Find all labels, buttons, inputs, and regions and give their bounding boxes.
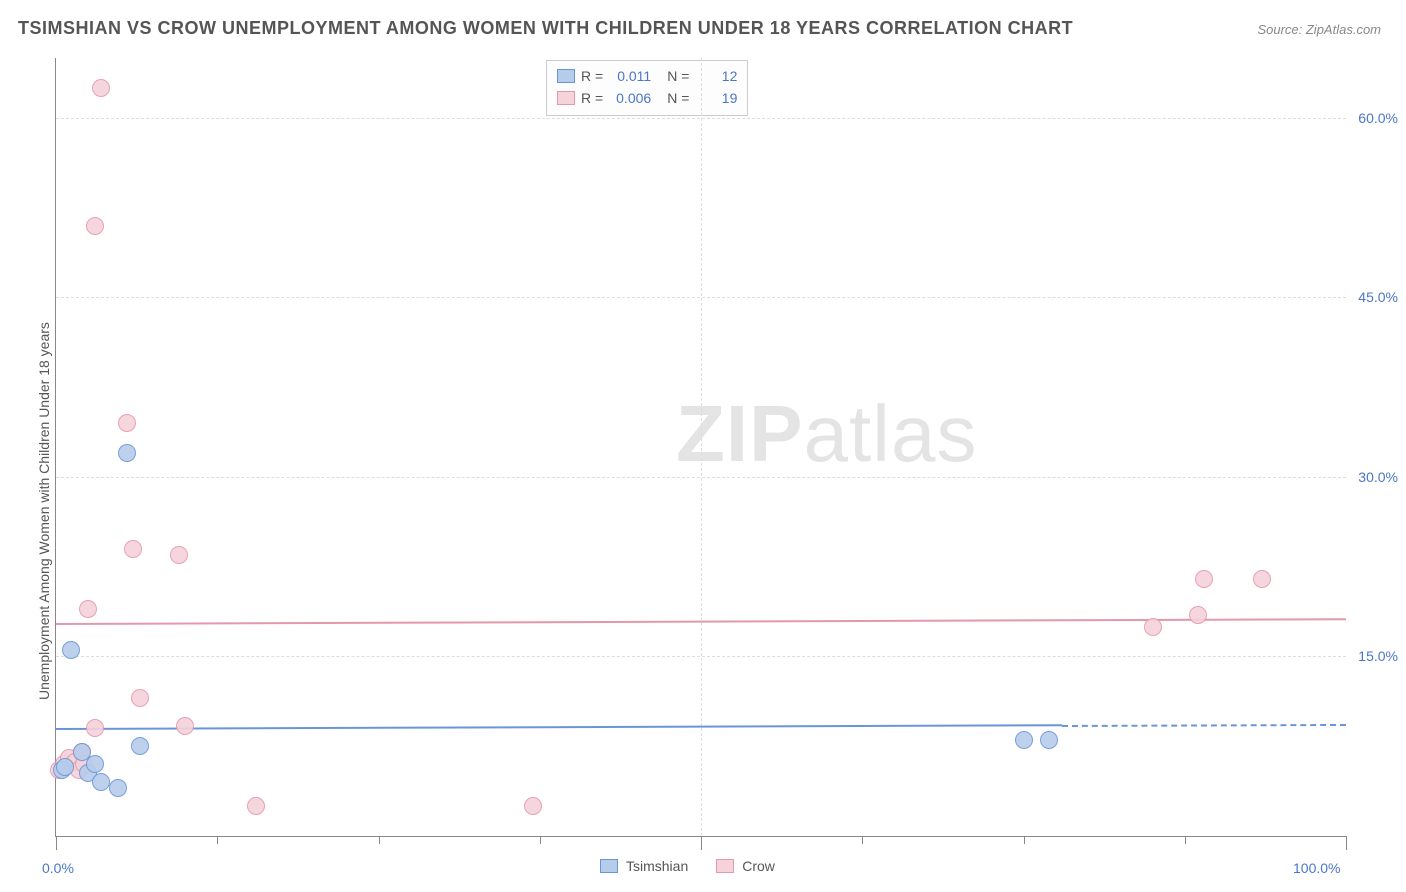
legend-top-row: R =0.006N =19: [557, 87, 737, 109]
data-point-crow: [524, 797, 542, 815]
x-tick-label-max: 100.0%: [1293, 860, 1340, 876]
data-point-tsimshian: [73, 743, 91, 761]
legend-series-label: Crow: [742, 858, 775, 874]
data-point-tsimshian: [92, 773, 110, 791]
data-point-crow: [1189, 606, 1207, 624]
trendline-tsimshian: [56, 725, 1062, 731]
data-point-crow: [1253, 570, 1271, 588]
watermark-light: atlas: [803, 389, 977, 478]
data-point-crow: [86, 719, 104, 737]
legend-r-value: 0.011: [609, 65, 651, 87]
legend-swatch: [557, 69, 575, 83]
gridline-v: [701, 58, 702, 836]
data-point-tsimshian: [1015, 731, 1033, 749]
legend-top-row: R =0.011N =12: [557, 65, 737, 87]
data-point-crow: [92, 79, 110, 97]
legend-n-label: N =: [667, 65, 689, 87]
x-tick: [379, 836, 380, 844]
data-point-crow: [86, 217, 104, 235]
x-tick: [1185, 836, 1186, 844]
data-point-tsimshian: [109, 779, 127, 797]
legend-r-label: R =: [581, 65, 603, 87]
y-tick-label-15: 15.0%: [1350, 648, 1398, 664]
watermark: ZIPatlas: [676, 388, 977, 480]
legend-n-label: N =: [667, 87, 689, 109]
legend-swatch: [600, 859, 618, 873]
x-tick: [1346, 836, 1347, 850]
chart-plot-area: ZIPatlas R =0.011N =12R =0.006N =19: [55, 58, 1346, 837]
legend-r-value: 0.006: [609, 87, 651, 109]
data-point-crow: [1195, 570, 1213, 588]
legend-top: R =0.011N =12R =0.006N =19: [546, 60, 748, 116]
legend-bottom: Tsimshian Crow: [600, 858, 775, 874]
data-point-crow: [176, 717, 194, 735]
trendline-dash-tsimshian: [1062, 723, 1346, 726]
x-tick: [540, 836, 541, 844]
data-point-tsimshian: [56, 758, 74, 776]
x-tick: [701, 836, 702, 850]
data-point-crow: [170, 546, 188, 564]
data-point-crow: [79, 600, 97, 618]
x-tick: [862, 836, 863, 844]
data-point-tsimshian: [1040, 731, 1058, 749]
legend-swatch: [716, 859, 734, 873]
legend-bottom-item: Crow: [716, 858, 775, 874]
data-point-crow: [124, 540, 142, 558]
x-tick-label-min: 0.0%: [42, 860, 74, 876]
watermark-bold: ZIP: [676, 389, 803, 478]
y-axis-label: Unemployment Among Women with Children U…: [36, 322, 52, 700]
x-tick: [1024, 836, 1025, 844]
x-tick: [56, 836, 57, 850]
data-point-tsimshian: [131, 737, 149, 755]
chart-title: TSIMSHIAN VS CROW UNEMPLOYMENT AMONG WOM…: [18, 18, 1073, 39]
legend-r-label: R =: [581, 87, 603, 109]
legend-bottom-item: Tsimshian: [600, 858, 688, 874]
y-tick-label-60: 60.0%: [1350, 110, 1398, 126]
data-point-tsimshian: [62, 641, 80, 659]
data-point-crow: [118, 414, 136, 432]
y-tick-label-30: 30.0%: [1350, 469, 1398, 485]
x-tick: [217, 836, 218, 844]
legend-swatch: [557, 91, 575, 105]
source-text: Source: ZipAtlas.com: [1257, 22, 1381, 37]
data-point-crow: [1144, 618, 1162, 636]
data-point-crow: [247, 797, 265, 815]
y-tick-label-45: 45.0%: [1350, 289, 1398, 305]
data-point-tsimshian: [118, 444, 136, 462]
legend-series-label: Tsimshian: [626, 858, 688, 874]
data-point-crow: [131, 689, 149, 707]
